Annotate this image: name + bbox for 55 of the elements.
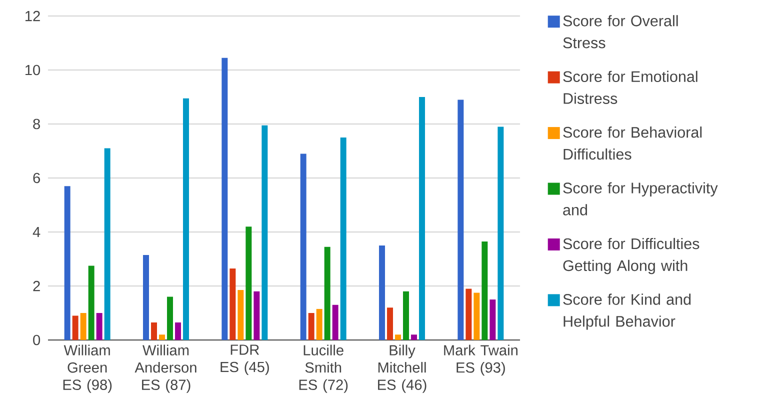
x-tick-label: FDR ES (45) [220,344,269,376]
bar [167,296,173,340]
y-tick-label: 0 [33,334,40,346]
bar [151,322,157,340]
bar [498,126,504,340]
x-tick-label: Billy Mitchell ES (46) [378,344,426,393]
x-tick-label: William Green ES (98) [63,344,112,393]
y-tick-label: 6 [33,172,40,184]
legend-label: Score for Overall Stress [563,15,678,48]
x-tick-label: Lucille Smith ES (72) [299,344,348,393]
legend-label: Score for Emotional Distress [563,70,698,104]
bar [143,254,149,340]
bar [254,291,260,340]
legend-label: Score for Hyperactivity and [563,182,718,216]
bar [159,334,165,340]
bar [316,308,322,340]
bar [230,268,236,340]
legend-label: Score for Behavioral Difficulties [563,126,702,160]
bar [88,266,94,340]
bar [324,246,330,340]
bar [332,304,338,340]
x-tick-label: William Anderson ES (87) [134,344,196,393]
bar [104,148,110,340]
bar [222,58,228,340]
bar [80,313,86,340]
bar [238,290,244,340]
bar [458,100,464,340]
bar [490,300,496,340]
bar [340,138,346,340]
bar [183,98,189,340]
bar [474,292,480,340]
bar [403,291,409,340]
bar [466,288,472,340]
bar [419,96,425,340]
bar [262,125,268,340]
y-tick-label: 8 [33,118,40,130]
bar [308,313,314,340]
y-tick-label: 4 [32,226,40,238]
legend-label: Score for Kind and Helpful Behavior [563,294,691,330]
bar [72,316,78,340]
bar [387,308,393,340]
bar [96,313,102,340]
y-tick-label: 2 [33,280,40,292]
bar [175,322,181,340]
bar [379,246,385,340]
y-tick-label: 10 [25,64,40,76]
x-tick-label: Mark Twain ES (93) [444,344,518,376]
y-tick-label: 12 [25,10,40,22]
bar [300,154,306,340]
bar [246,226,252,340]
bar [64,186,70,340]
bar [482,241,488,340]
bar [411,334,417,340]
bar [395,334,401,340]
legend-label: Score for Difficulties Getting Along with [563,238,700,274]
